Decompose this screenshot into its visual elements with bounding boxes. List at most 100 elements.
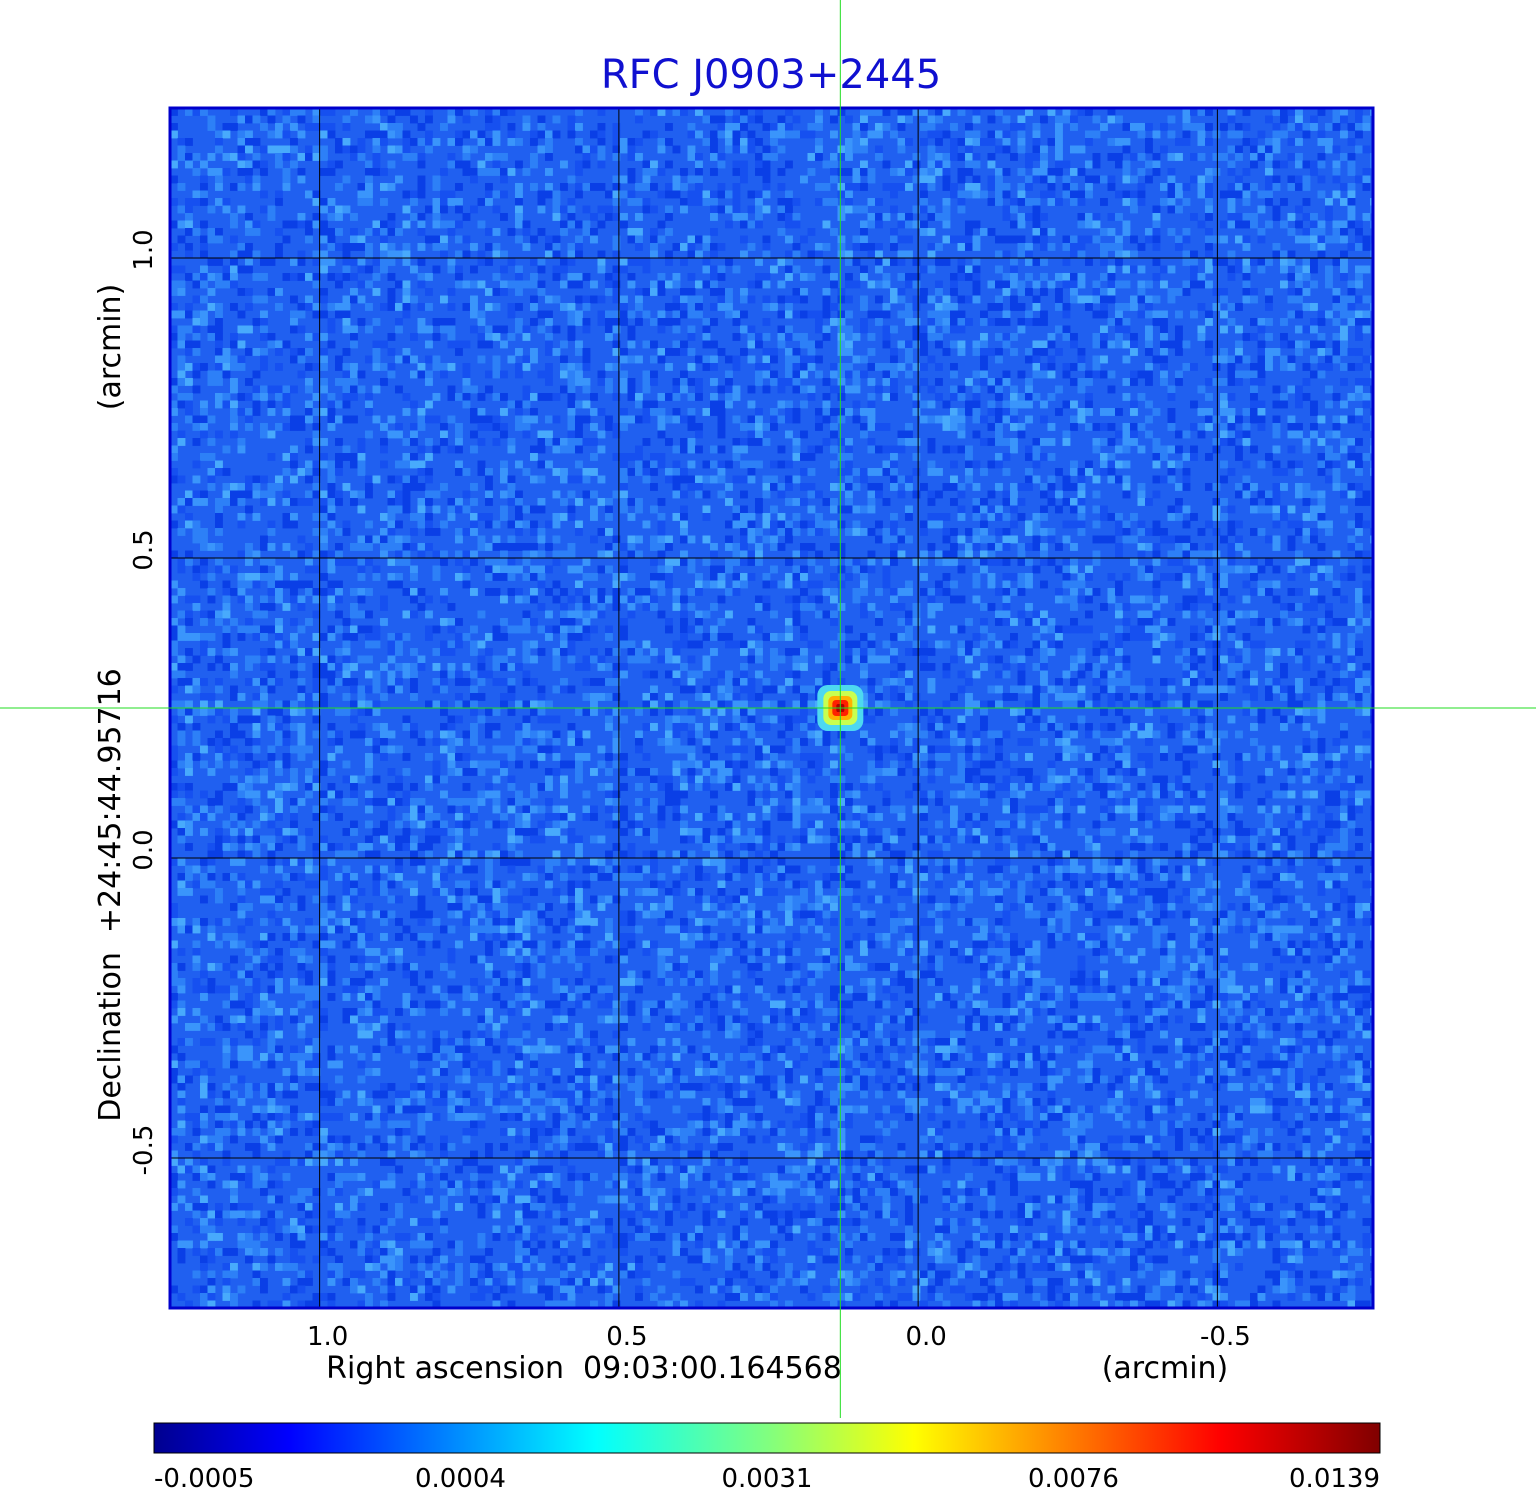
noise-pixel xyxy=(1265,318,1273,326)
noise-pixel xyxy=(657,453,666,461)
noise-pixel xyxy=(1280,513,1288,521)
noise-pixel xyxy=(1235,520,1243,529)
noise-pixel xyxy=(312,220,321,229)
noise-pixel xyxy=(1040,153,1048,161)
noise-pixel xyxy=(200,408,208,416)
noise-pixel xyxy=(1115,115,1123,124)
noise-pixel xyxy=(912,393,921,401)
noise-pixel xyxy=(290,520,298,529)
noise-pixel xyxy=(972,430,981,439)
noise-pixel xyxy=(612,348,621,356)
noise-pixel xyxy=(1017,580,1026,589)
noise-pixel xyxy=(552,348,561,356)
noise-pixel xyxy=(972,280,981,289)
noise-pixel xyxy=(1197,423,1206,431)
noise-pixel xyxy=(267,483,276,491)
noise-pixel xyxy=(177,625,186,634)
noise-pixel xyxy=(710,408,718,416)
noise-pixel xyxy=(1122,355,1131,364)
noise-pixel xyxy=(462,250,471,259)
noise-pixel xyxy=(177,205,186,214)
noise-pixel xyxy=(192,198,201,206)
noise-pixel xyxy=(192,498,201,506)
noise-pixel xyxy=(582,183,591,191)
noise-pixel xyxy=(950,625,958,634)
noise-pixel xyxy=(1280,340,1288,349)
noise-pixel xyxy=(777,415,786,424)
noise-pixel xyxy=(477,610,486,619)
noise-pixel xyxy=(830,130,838,139)
noise-pixel xyxy=(882,468,891,476)
noise-pixel xyxy=(1160,355,1168,364)
noise-pixel xyxy=(350,333,358,341)
noise-pixel xyxy=(537,580,546,589)
noise-pixel xyxy=(710,130,718,139)
noise-pixel xyxy=(1010,415,1018,424)
noise-pixel xyxy=(290,318,298,326)
noise-pixel xyxy=(725,610,733,619)
noise-pixel xyxy=(1040,115,1048,124)
noise-pixel xyxy=(170,595,178,604)
noise-pixel xyxy=(357,243,366,251)
noise-pixel xyxy=(642,415,651,424)
noise-pixel xyxy=(380,183,388,191)
noise-pixel xyxy=(770,348,778,356)
noise-pixel xyxy=(605,528,613,536)
noise-pixel xyxy=(545,565,553,574)
noise-pixel xyxy=(1250,333,1258,341)
noise-pixel xyxy=(1355,243,1363,251)
noise-pixel xyxy=(372,273,381,281)
noise-pixel xyxy=(1032,370,1041,379)
noise-pixel xyxy=(1100,303,1108,311)
noise-pixel xyxy=(597,475,606,484)
noise-pixel xyxy=(485,198,493,206)
noise-pixel xyxy=(1107,513,1116,521)
noise-pixel xyxy=(627,543,636,551)
noise-pixel xyxy=(1362,393,1371,401)
noise-pixel xyxy=(1325,355,1333,364)
noise-pixel xyxy=(830,573,838,581)
noise-pixel xyxy=(995,280,1003,289)
noise-pixel xyxy=(1107,213,1116,221)
noise-pixel xyxy=(342,205,351,214)
noise-pixel xyxy=(740,295,748,304)
noise-pixel xyxy=(890,603,898,611)
noise-pixel xyxy=(1040,190,1048,199)
noise-pixel xyxy=(357,610,366,619)
noise-pixel xyxy=(1160,370,1168,379)
noise-pixel xyxy=(365,303,373,311)
noise-pixel xyxy=(1077,408,1086,416)
noise-pixel xyxy=(665,475,673,484)
noise-pixel xyxy=(687,588,696,596)
noise-pixel xyxy=(507,258,516,266)
noise-pixel xyxy=(860,318,868,326)
noise-pixel xyxy=(912,303,921,311)
noise-pixel xyxy=(935,160,943,169)
noise-pixel xyxy=(890,535,898,544)
noise-pixel xyxy=(710,190,718,199)
noise-pixel xyxy=(725,370,733,379)
noise-pixel xyxy=(560,228,568,236)
noise-pixel xyxy=(725,498,733,506)
noise-pixel xyxy=(192,460,201,469)
noise-pixel xyxy=(950,303,958,311)
noise-pixel xyxy=(282,543,291,551)
noise-pixel xyxy=(987,385,996,394)
noise-pixel xyxy=(995,505,1003,514)
noise-pixel xyxy=(1280,505,1288,514)
noise-pixel xyxy=(447,625,456,634)
noise-pixel xyxy=(1122,280,1131,289)
noise-pixel xyxy=(417,213,426,221)
noise-pixel xyxy=(672,603,681,611)
noise-pixel xyxy=(635,535,643,544)
noise-pixel xyxy=(537,310,546,319)
noise-pixel xyxy=(1355,595,1363,604)
noise-pixel xyxy=(1107,475,1116,484)
noise-pixel xyxy=(282,220,291,229)
noise-pixel xyxy=(1280,115,1288,124)
noise-pixel xyxy=(425,205,433,214)
noise-pixel xyxy=(650,160,658,169)
noise-pixel xyxy=(425,130,433,139)
noise-pixel xyxy=(1025,213,1033,221)
noise-pixel xyxy=(1227,273,1236,281)
